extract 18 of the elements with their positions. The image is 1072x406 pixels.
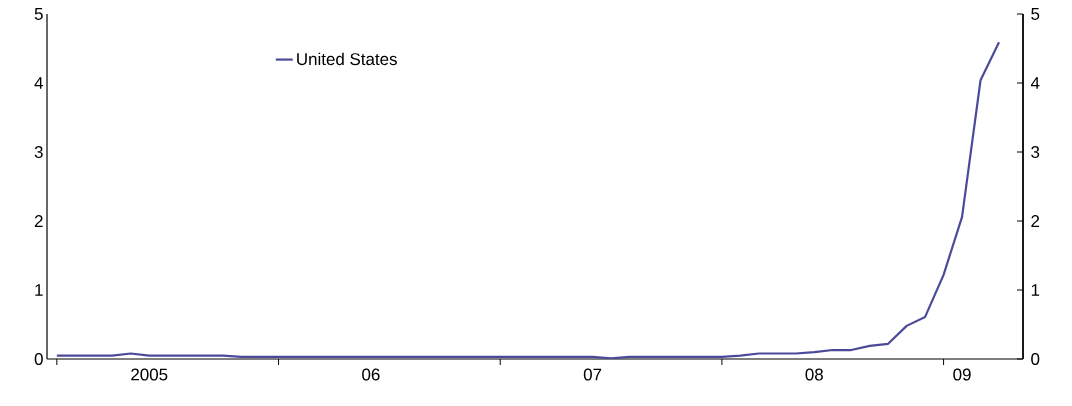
y2-tick-label: 4 — [1030, 77, 1040, 89]
x-tick-label: 07 — [583, 368, 602, 381]
y-tick-label: 2 — [34, 215, 43, 227]
legend-label: United States — [297, 52, 397, 66]
x-tick-label: 08 — [805, 368, 823, 381]
y2-tick-label: 2 — [1031, 215, 1040, 227]
x-tick-label: 06 — [362, 368, 380, 381]
y-tick-label: 0 — [34, 353, 43, 365]
y-tick-label: 4 — [34, 77, 43, 89]
y2-tick-label: 1 — [1031, 284, 1040, 296]
x-tick-label: 09 — [953, 368, 971, 381]
y-tick-label: 5 — [34, 8, 43, 20]
y2-tick-label: 3 — [1031, 146, 1040, 158]
y-tick-label: 1 — [35, 284, 43, 296]
x-tick-label: 2005 — [131, 368, 168, 381]
y-tick-label: 3 — [34, 146, 43, 158]
y2-tick-label: 5 — [1031, 8, 1040, 20]
y2-tick-label: 0 — [1031, 353, 1040, 365]
